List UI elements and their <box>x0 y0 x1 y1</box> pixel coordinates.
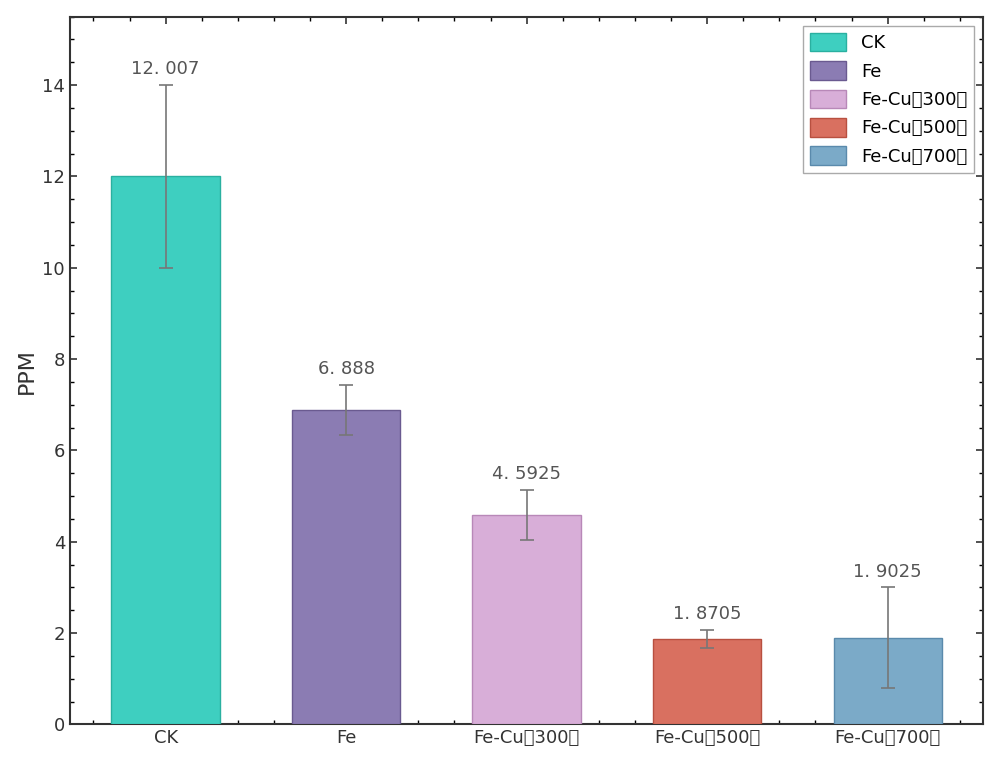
Text: 1. 8705: 1. 8705 <box>673 605 741 623</box>
Text: 4. 5925: 4. 5925 <box>492 465 561 483</box>
Bar <box>653 639 761 724</box>
Bar <box>472 515 581 724</box>
Text: 1. 9025: 1. 9025 <box>853 562 922 581</box>
Text: 12. 007: 12. 007 <box>131 60 200 78</box>
Legend: CK, Fe, Fe-Cu（300）, Fe-Cu（500）, Fe-Cu（700）: CK, Fe, Fe-Cu（300）, Fe-Cu（500）, Fe-Cu（70… <box>803 26 974 173</box>
Bar <box>111 176 220 724</box>
Bar <box>292 410 400 724</box>
Text: 6. 888: 6. 888 <box>318 360 375 378</box>
Bar <box>834 638 942 724</box>
Y-axis label: PPM: PPM <box>17 348 37 393</box>
